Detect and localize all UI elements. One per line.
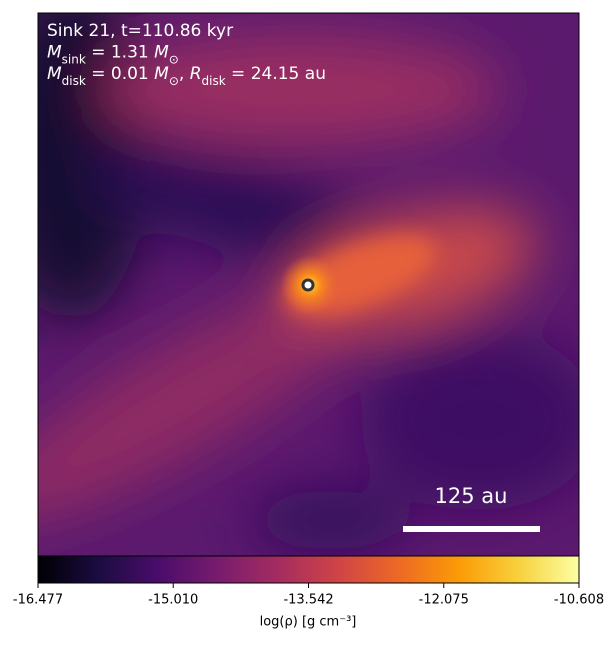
- scale-bar: [403, 526, 540, 532]
- annotation-sub: sink: [62, 52, 86, 66]
- colorbar: [37, 555, 580, 584]
- x-tick-label: -10.608: [554, 593, 604, 608]
- annotation: Mdisk = 0.01 M⊙, Rdisk = 24.15 au: [47, 64, 326, 88]
- annotation-text: ,: [179, 64, 190, 84]
- annotation-text: M: [154, 43, 169, 63]
- annotation-sub: ⊙: [169, 52, 179, 66]
- annotation-text: M: [154, 64, 169, 84]
- x-tick-label: -13.542: [283, 593, 333, 608]
- sink-marker: [301, 278, 315, 292]
- x-tick-label: -15.010: [148, 593, 198, 608]
- x-tick-label: -12.075: [419, 593, 469, 608]
- annotation-text: Sink 21, t=110.86 kyr: [47, 21, 233, 41]
- annotation-sub: disk: [202, 74, 226, 88]
- annotation-text: = 0.01: [86, 64, 154, 84]
- annotation-text: = 1.31: [86, 43, 154, 63]
- density-image: [38, 13, 579, 556]
- colorbar-label: log(ρ) [g cm⁻³]: [260, 615, 357, 630]
- annotation-text: M: [47, 64, 62, 84]
- annotation-sub: disk: [62, 74, 86, 88]
- x-tick-label: -16.477: [13, 593, 63, 608]
- annotation: Sink 21, t=110.86 kyr: [47, 21, 233, 41]
- scale-bar-label: 125 au: [435, 484, 508, 508]
- annotation-text: M: [47, 43, 62, 63]
- annotation-text: R: [190, 64, 202, 84]
- annotation-sub: ⊙: [169, 74, 179, 88]
- annotation-text: = 24.15 au: [226, 64, 326, 84]
- annotation: Msink = 1.31 M⊙: [47, 43, 179, 67]
